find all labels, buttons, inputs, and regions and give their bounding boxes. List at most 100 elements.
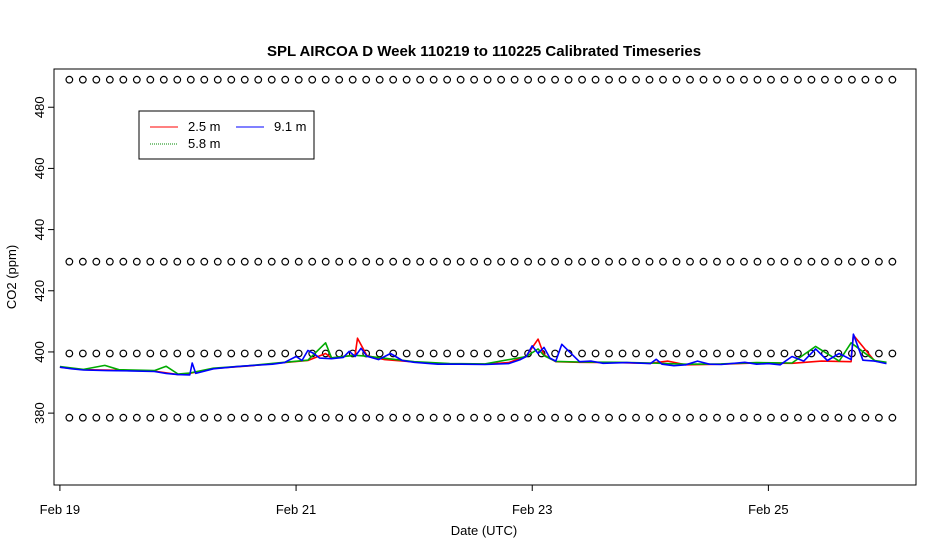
reference-circle-point: [281, 75, 290, 84]
reference-circle-point: [362, 257, 371, 266]
reference-circle-point: [105, 413, 114, 422]
reference-circle-point: [65, 75, 74, 84]
reference-circle-point: [807, 413, 816, 422]
plot-frame: [53, 68, 917, 486]
reference-circle-point: [213, 257, 222, 266]
reference-circle-point: [807, 75, 816, 84]
reference-circle-point: [456, 349, 465, 358]
reference-circle-point: [254, 75, 263, 84]
reference-circle-point: [551, 75, 559, 84]
reference-circle-point: [267, 413, 276, 422]
reference-circle-point: [605, 75, 613, 84]
reference-circle-point: [78, 257, 87, 266]
reference-circle-point: [267, 257, 276, 266]
reference-circle-point: [105, 75, 114, 84]
reference-circle-point: [240, 349, 249, 358]
reference-circle-point: [402, 349, 411, 358]
reference-circle-point: [834, 349, 843, 358]
reference-circle-point: [321, 413, 330, 422]
reference-circle-point: [132, 257, 141, 266]
reference-circle-point: [92, 75, 101, 84]
reference-circle-point: [186, 75, 195, 84]
reference-circle-point: [780, 413, 789, 422]
reference-circle-point: [227, 349, 236, 358]
reference-circle-point: [767, 257, 775, 266]
reference-circle-point: [254, 257, 263, 266]
reference-circle-point: [497, 413, 506, 422]
reference-circle-point: [335, 413, 344, 422]
reference-circle-point: [807, 257, 816, 266]
reference-circle-point: [429, 413, 438, 422]
reference-circle-point: [645, 349, 654, 358]
reference-circle-point: [294, 257, 303, 266]
reference-circle-point: [659, 257, 667, 266]
reference-circle-point: [578, 75, 586, 84]
reference-circle-point: [686, 257, 694, 266]
reference-circle-point: [497, 349, 506, 358]
reference-circle-point: [874, 75, 883, 84]
reference-circle-point: [429, 349, 438, 358]
reference-circle-point: [740, 349, 748, 358]
reference-circle-point: [537, 413, 546, 422]
reference-circle-point: [740, 257, 748, 266]
y-axis: 380 400 420 440 460 480: [32, 96, 54, 424]
reference-circle-point: [794, 413, 802, 422]
reference-circle-point: [659, 75, 667, 84]
chart-title: SPL AIRCOA D Week 110219 to 110225 Calib…: [267, 43, 701, 60]
reference-circle-point: [335, 75, 344, 84]
reference-circle-point: [510, 75, 519, 84]
reference-circle-point: [767, 75, 775, 84]
reference-circle-point: [65, 413, 74, 422]
series-line-2-5-m: [59, 334, 887, 376]
reference-circle-point: [578, 349, 586, 358]
reference-circle-point: [402, 75, 411, 84]
reference-circle-point: [443, 257, 452, 266]
reference-circle-point: [105, 349, 114, 358]
reference-circle-point: [294, 349, 303, 358]
reference-circle-point: [510, 413, 519, 422]
reference-circle-point: [645, 75, 654, 84]
y-tick-label: 460: [32, 158, 47, 180]
reference-circle-point: [92, 257, 101, 266]
reference-circle-point: [645, 413, 654, 422]
reference-circle-point: [699, 75, 708, 84]
reference-circle-point: [159, 75, 168, 84]
reference-circle-point: [429, 257, 438, 266]
reference-circle-point: [672, 257, 681, 266]
reference-circle-point: [483, 75, 492, 84]
reference-circle-point: [699, 349, 708, 358]
reference-circle-point: [551, 257, 559, 266]
reference-circle-point: [578, 413, 586, 422]
reference-circle-point: [240, 257, 249, 266]
reference-circle-point: [551, 413, 559, 422]
legend-box: [138, 110, 315, 160]
reference-circle-point: [159, 257, 168, 266]
reference-circle-point: [308, 413, 317, 422]
reference-circle-point: [686, 75, 694, 84]
x-tick-label: Feb 25: [748, 502, 788, 517]
reference-circle-point: [564, 75, 573, 84]
reference-circle-point: [659, 349, 667, 358]
reference-circle-point: [240, 75, 249, 84]
reference-circle-point: [821, 413, 829, 422]
reference-circle-point: [632, 257, 640, 266]
reference-circle-point: [240, 413, 249, 422]
reference-circle-point: [848, 257, 856, 266]
reference-circle-point: [213, 349, 222, 358]
reference-circle-point: [186, 257, 195, 266]
reference-circle-point: [524, 413, 532, 422]
reference-circle-point: [834, 413, 843, 422]
reference-circle-point: [78, 413, 87, 422]
reference-circle-point: [227, 75, 236, 84]
reference-circle-point: [524, 75, 532, 84]
reference-circle-point: [618, 75, 627, 84]
reference-circle-point: [375, 349, 384, 358]
x-tick-label: Feb 21: [276, 502, 316, 517]
reference-circle-point: [362, 75, 371, 84]
reference-circle-point: [726, 75, 735, 84]
reference-circle-point: [726, 413, 735, 422]
y-tick-label: 440: [32, 219, 47, 241]
reference-circle-point: [186, 349, 195, 358]
reference-circle-point: [119, 349, 128, 358]
